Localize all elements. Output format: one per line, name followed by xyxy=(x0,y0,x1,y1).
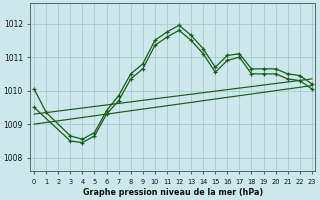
X-axis label: Graphe pression niveau de la mer (hPa): Graphe pression niveau de la mer (hPa) xyxy=(83,188,263,197)
